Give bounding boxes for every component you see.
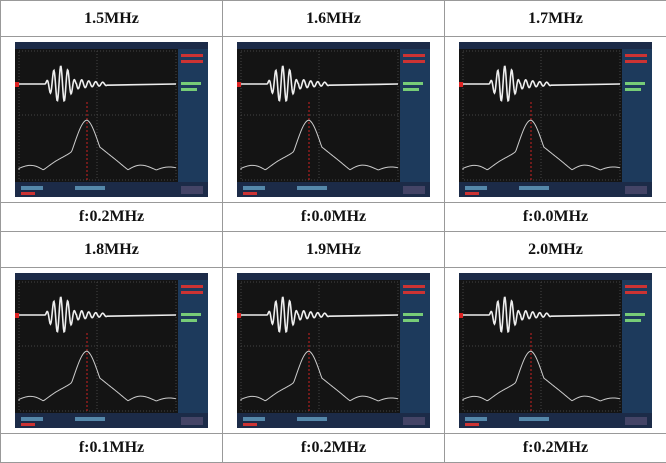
frequency-header: 1.6MHz: [222, 0, 445, 37]
scope-cell: [444, 267, 666, 433]
frequency-header: 1.8MHz: [0, 231, 223, 268]
shift-caption: f:0.2MHz: [444, 433, 666, 463]
shift-caption: f:0.1MHz: [0, 433, 223, 463]
scope-cell: [0, 36, 223, 202]
frequency-header: 1.5MHz: [0, 0, 223, 37]
shift-caption: f:0.2MHz: [0, 202, 223, 232]
scope-cell: [222, 36, 445, 202]
shift-caption: f:0.0MHz: [222, 202, 445, 232]
oscilloscope-image: [459, 42, 652, 197]
scope-cell: [222, 267, 445, 433]
shift-caption: f:0.0MHz: [444, 202, 666, 232]
oscilloscope-image: [237, 273, 430, 428]
oscilloscope-image: [15, 42, 208, 197]
frequency-header: 1.9MHz: [222, 231, 445, 268]
oscilloscope-image: [15, 273, 208, 428]
frequency-header: 1.7MHz: [444, 0, 666, 37]
oscilloscope-image: [459, 273, 652, 428]
scope-cell: [444, 36, 666, 202]
frequency-header: 2.0MHz: [444, 231, 666, 268]
scope-cell: [0, 267, 223, 433]
oscilloscope-image: [237, 42, 430, 197]
shift-caption: f:0.2MHz: [222, 433, 445, 463]
